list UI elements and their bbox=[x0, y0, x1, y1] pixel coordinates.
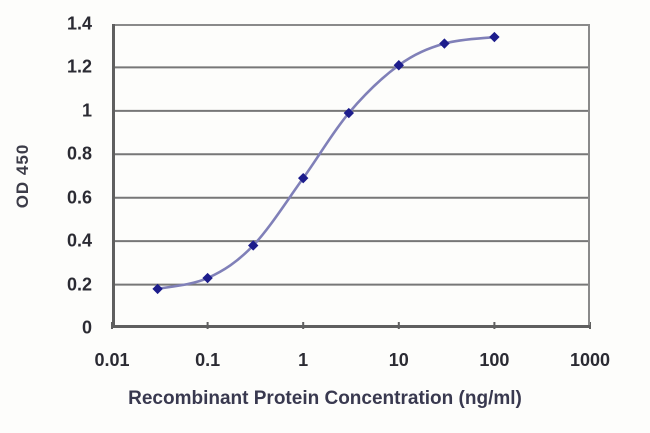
data-point-marker bbox=[343, 107, 355, 119]
data-point-marker bbox=[393, 60, 404, 71]
data-point-marker bbox=[298, 172, 309, 184]
y-tick-label: 0.6 bbox=[66, 187, 92, 208]
data-point-marker bbox=[439, 38, 450, 49]
chart-canvas bbox=[111, 24, 591, 329]
y-axis-title: OD 450 bbox=[13, 143, 32, 209]
data-point-marker bbox=[248, 240, 259, 251]
y-tick-label: 1.4 bbox=[66, 13, 92, 34]
y-tick-label: 0.8 bbox=[66, 143, 92, 164]
x-axis-title: Recombinant Protein Concentration (ng/ml… bbox=[128, 388, 522, 409]
x-tick-label: 1000 bbox=[569, 350, 611, 370]
plot-border bbox=[112, 24, 590, 328]
y-tick-label: 0 bbox=[81, 317, 92, 338]
x-tick-label: 1 bbox=[298, 350, 309, 370]
x-tick-label: 0.1 bbox=[195, 350, 221, 370]
x-tick-label: 10 bbox=[388, 350, 409, 370]
y-tick-label: 0.4 bbox=[66, 230, 92, 251]
x-tick-label: 100 bbox=[479, 350, 510, 370]
plot-area bbox=[111, 24, 591, 329]
data-point-marker bbox=[489, 31, 500, 43]
data-series-line bbox=[156, 35, 496, 291]
x-tick-label: 0.01 bbox=[94, 350, 130, 370]
y-tick-label: 1.2 bbox=[66, 56, 92, 77]
data-point-marker bbox=[202, 272, 213, 284]
y-tick-label: 1 bbox=[81, 100, 92, 121]
y-tick-label: 0.2 bbox=[66, 274, 92, 295]
